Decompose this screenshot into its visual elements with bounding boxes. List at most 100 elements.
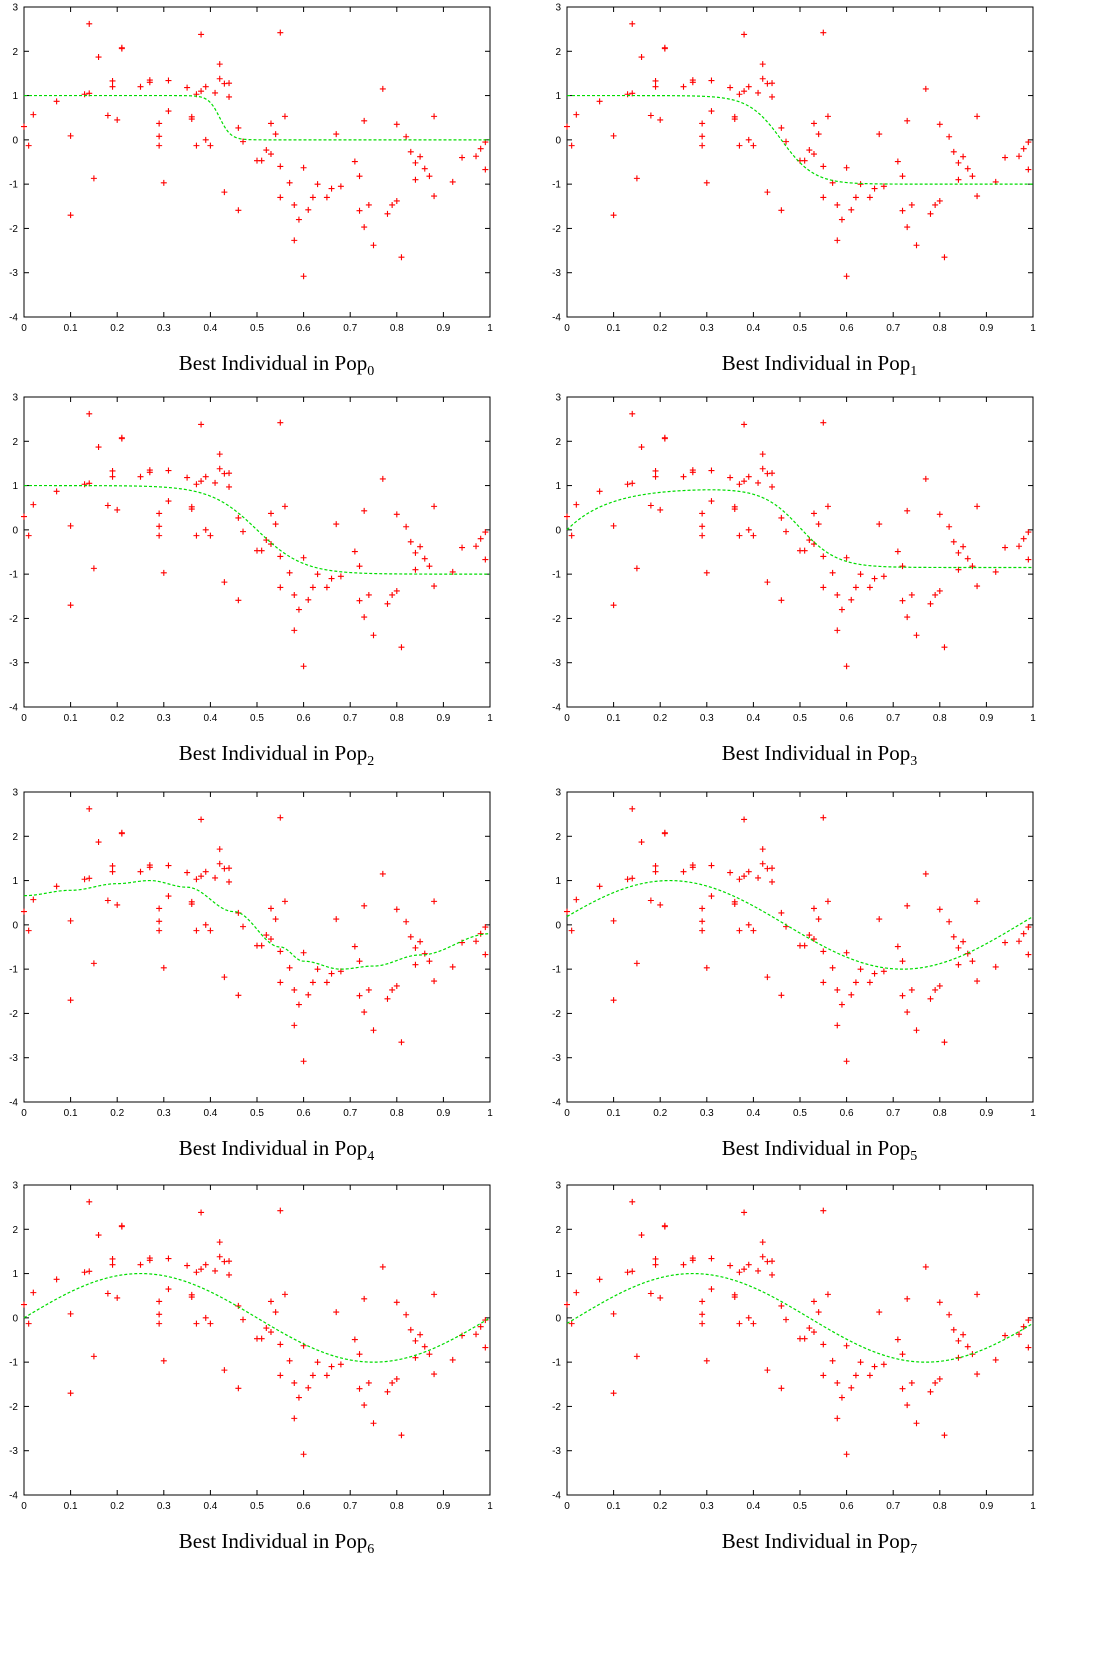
data-point (118, 435, 125, 442)
data-point (904, 1402, 911, 1409)
data-point (160, 179, 167, 186)
y-tick-label: -4 (552, 1098, 561, 1109)
data-point (745, 136, 752, 143)
x-tick-label: 0.1 (64, 713, 78, 724)
data-point (281, 898, 288, 905)
data-point (852, 194, 859, 201)
y-tick-label: 0 (555, 525, 561, 536)
data-point (393, 197, 400, 204)
x-tick-label: 0.3 (157, 1501, 171, 1512)
data-point (281, 113, 288, 120)
data-point (337, 1361, 344, 1368)
data-point (30, 501, 37, 508)
data-point (160, 964, 167, 971)
data-point (871, 970, 878, 977)
y-tick-label: -2 (9, 1402, 18, 1413)
data-point (398, 1432, 405, 1439)
data-point (193, 532, 200, 539)
data-point (610, 522, 617, 529)
data-point (295, 216, 302, 223)
data-point (838, 1394, 845, 1401)
data-point (969, 563, 976, 570)
panel-pop-3: 0 0.1 0.2 0.3 0.4 0.5 0.6 0.7 0.8 0.9 1 -4 -3 -2 -1 0 1 2… (543, 390, 1096, 809)
panel-caption: Best Individual in Pop6 (0, 1529, 553, 1558)
x-tick-label: 0.5 (250, 713, 264, 724)
data-point (291, 627, 298, 634)
y-tick-label: 1 (12, 1269, 18, 1280)
data-point (421, 1343, 428, 1350)
chart-svg: 0 0.1 0.2 0.3 0.4 0.5 0.6 0.7 0.8 0.9 1 -4 -3 -2 -1 0 1 2… (552, 1181, 1036, 1513)
data-point (202, 1261, 209, 1268)
data-point (81, 1269, 88, 1276)
data-point (633, 960, 640, 967)
data-point (165, 467, 172, 474)
data-point (852, 584, 859, 591)
y-tick-label: 3 (555, 3, 561, 14)
fit-curve (23, 1272, 491, 1363)
data-point (184, 474, 191, 481)
data-point (1020, 535, 1027, 542)
data-point (361, 117, 368, 124)
data-point (263, 1325, 270, 1332)
data-point (226, 470, 233, 477)
data-point (974, 113, 981, 120)
y-tick-label: -3 (552, 268, 561, 279)
data-point (403, 1311, 410, 1318)
x-tick-label: 0.7 (886, 1501, 900, 1512)
data-point (137, 868, 144, 875)
x-tick-label: 0 (21, 713, 27, 724)
data-point (661, 45, 668, 52)
data-point (165, 893, 172, 900)
data-point (309, 584, 316, 591)
data-point (946, 523, 953, 530)
data-point (449, 963, 456, 970)
chart-svg: 0 0.1 0.2 0.3 0.4 0.5 0.6 0.7 0.8 0.9 1 -4 -3 -2 -1 0 1 2… (9, 3, 493, 335)
data-point (114, 1294, 121, 1301)
data-point (834, 237, 841, 244)
data-point (1016, 1331, 1023, 1338)
data-point (843, 949, 850, 956)
data-point (398, 254, 405, 261)
data-point (21, 908, 27, 915)
data-point (657, 1294, 664, 1301)
data-point (871, 575, 878, 582)
data-point (431, 503, 438, 510)
data-point (258, 942, 265, 949)
data-point (267, 1329, 274, 1336)
data-point (193, 1269, 200, 1276)
data-point (810, 936, 817, 943)
data-point (824, 503, 831, 510)
data-point (235, 1302, 242, 1309)
data-point (184, 869, 191, 876)
data-point (899, 207, 906, 214)
y-tick-label: -2 (552, 614, 561, 625)
data-point (267, 151, 274, 158)
x-tick-label: 0.5 (793, 713, 807, 724)
x-tick-label: 0.9 (979, 323, 993, 334)
data-point (351, 943, 358, 950)
y-tick-label: 2 (555, 47, 561, 58)
y-tick-label: 1 (12, 481, 18, 492)
data-point (277, 584, 284, 591)
data-point (741, 873, 748, 880)
x-tick-label: 0.8 (390, 713, 404, 724)
data-point (838, 1001, 845, 1008)
chart-svg: 0 0.1 0.2 0.3 0.4 0.5 0.6 0.7 0.8 0.9 1 -4 -3 -2 -1 0 1 2… (9, 393, 493, 725)
data-point (820, 1207, 827, 1214)
caption-text: Best Individual in Pop (721, 1136, 911, 1160)
data-point (834, 1022, 841, 1029)
data-point (904, 902, 911, 909)
data-point (21, 1301, 27, 1308)
data-point (568, 532, 575, 539)
data-point (216, 61, 223, 68)
x-tick-label: 1 (1030, 713, 1036, 724)
data-point (680, 1261, 687, 1268)
data-point (894, 1336, 901, 1343)
x-tick-label: 0 (564, 1501, 570, 1512)
data-point (913, 1027, 920, 1034)
data-point (815, 916, 822, 923)
data-point (745, 1314, 752, 1321)
data-point (212, 89, 219, 96)
data-point (235, 514, 242, 521)
x-tick-label: 0.8 (933, 323, 947, 334)
